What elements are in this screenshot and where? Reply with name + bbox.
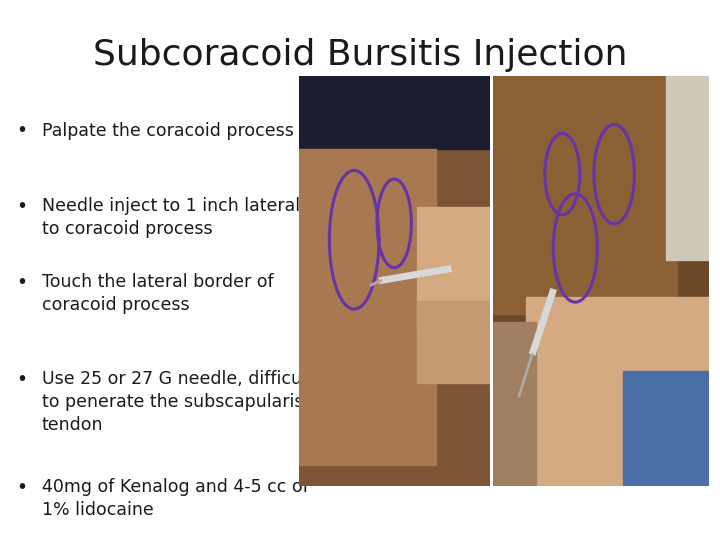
Text: •: •: [16, 122, 27, 140]
Bar: [493, 322, 536, 486]
Text: Needle inject to 1 inch lateral
to coracoid process: Needle inject to 1 inch lateral to corac…: [42, 197, 300, 238]
Text: Use 25 or 27 G needle, difficult
to penerate the subscapularis
tendon: Use 25 or 27 G needle, difficult to pene…: [42, 370, 313, 434]
Bar: [299, 76, 490, 150]
Text: Touch the lateral border of
coracoid process: Touch the lateral border of coracoid pro…: [42, 273, 274, 314]
Text: •: •: [16, 370, 27, 389]
Text: Subcoracoid Bursitis Injection: Subcoracoid Bursitis Injection: [93, 38, 627, 72]
Text: 40mg of Kenalog and 4-5 cc of
1% lidocaine: 40mg of Kenalog and 4-5 cc of 1% lidocai…: [42, 478, 308, 519]
Text: Palpate the coracoid process: Palpate the coracoid process: [42, 122, 294, 139]
Bar: [493, 76, 677, 314]
Bar: [417, 301, 490, 383]
Bar: [417, 207, 490, 330]
Bar: [666, 76, 709, 260]
Bar: [623, 371, 709, 486]
Text: •: •: [16, 197, 27, 216]
Text: •: •: [16, 478, 27, 497]
Bar: [526, 297, 709, 486]
Bar: [299, 150, 436, 465]
Text: •: •: [16, 273, 27, 292]
